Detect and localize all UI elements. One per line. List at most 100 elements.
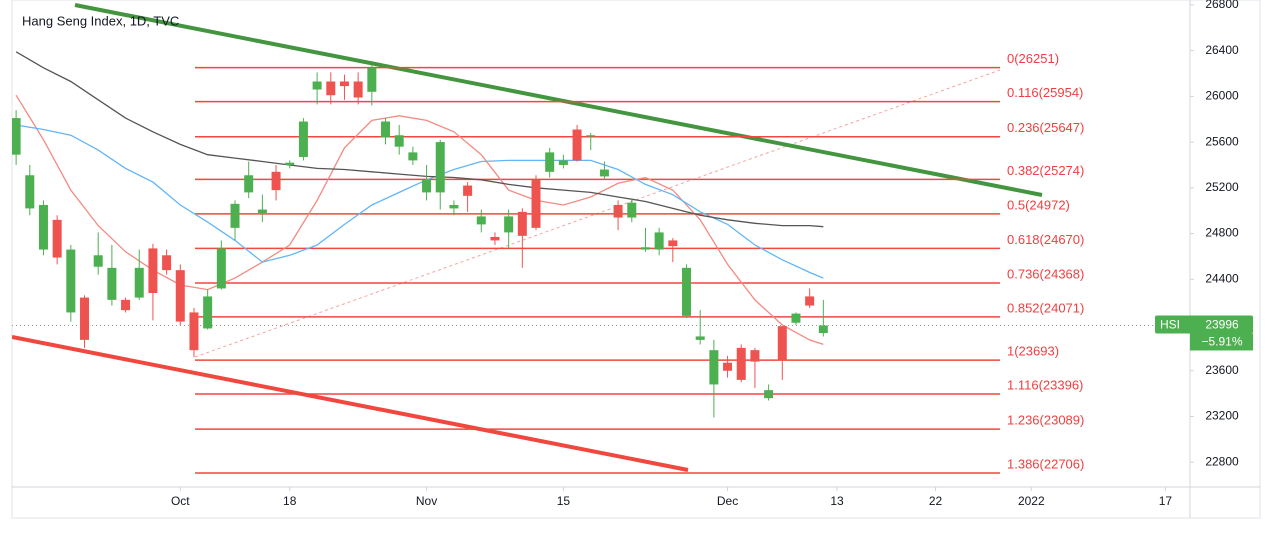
chart-frame — [11, 0, 1261, 519]
y-tick-label: 25200 — [1205, 180, 1239, 194]
candle-body — [613, 204, 623, 218]
candle-body — [422, 179, 432, 193]
x-tick-label: 13 — [830, 494, 844, 508]
change-label-box — [1190, 333, 1253, 351]
candle-body — [38, 204, 48, 250]
candle-body — [381, 121, 391, 138]
candle-body — [695, 336, 705, 340]
y-tick-label: 24800 — [1205, 226, 1239, 240]
candle-body — [791, 313, 801, 323]
candle-body — [367, 67, 377, 92]
candle-body — [490, 236, 500, 241]
fib-label: 0.236(25647) — [1007, 120, 1084, 135]
candle-body — [572, 129, 582, 161]
candle-body — [175, 270, 185, 322]
candle-body — [189, 312, 199, 351]
price-value: 23996 — [1205, 318, 1239, 332]
candle-body — [312, 81, 322, 90]
fib-label: 1.116(23396) — [1007, 377, 1083, 392]
price-label-box — [1155, 315, 1253, 334]
candle-body — [463, 185, 473, 196]
fib-label: 0.116(25954) — [1007, 85, 1083, 100]
resistance-trendline — [74, 3, 1043, 197]
support-trendline — [12, 335, 689, 472]
candle-body — [203, 296, 213, 329]
candle-body — [107, 267, 117, 300]
candle-body — [121, 299, 131, 311]
price-change: −5.91% — [1201, 335, 1242, 349]
x-tick-label: 18 — [283, 494, 297, 508]
candle-body — [134, 267, 144, 298]
candle-body — [723, 362, 733, 371]
candle-body — [271, 171, 281, 191]
fib-label: 0.618(24670) — [1007, 232, 1084, 247]
candle-body — [668, 240, 678, 247]
candle-body — [777, 326, 787, 361]
fib-label: 1(23693) — [1007, 344, 1059, 359]
x-tick-label: Dec — [717, 494, 738, 508]
y-tick-label: 23200 — [1205, 409, 1239, 423]
candle-body — [504, 216, 514, 233]
chart-title: Hang Seng Index, 1D, TVC — [22, 13, 179, 28]
y-tick-label: 26400 — [1205, 43, 1239, 57]
candle-body — [599, 169, 609, 177]
candle-body — [736, 347, 746, 380]
candle-body — [394, 135, 404, 147]
candle-body — [298, 121, 308, 157]
fib-label: 1.386(22706) — [1007, 456, 1084, 471]
candle-body — [257, 209, 267, 213]
fib-label: 0.736(24368) — [1007, 266, 1084, 281]
x-tick-label: 17 — [1159, 494, 1173, 508]
candle-body — [558, 160, 568, 165]
candle-body — [640, 247, 650, 250]
candle-body — [25, 175, 35, 209]
x-tick-label: 15 — [557, 494, 571, 508]
candle-body — [408, 152, 418, 161]
candle-body — [682, 267, 692, 316]
candle-body — [52, 219, 62, 258]
x-tick-label: Nov — [416, 494, 437, 508]
candle-body — [654, 232, 664, 250]
x-tick-label: 22 — [929, 494, 943, 508]
candle-body — [627, 202, 637, 218]
fib-label: 0.382(25274) — [1007, 163, 1084, 178]
fib-label: 0.5(24972) — [1007, 197, 1070, 212]
candle-body — [80, 297, 90, 340]
fib-label: 1.236(23089) — [1007, 413, 1084, 428]
candle-body — [244, 175, 254, 193]
candle-body — [162, 255, 172, 271]
x-tick-label: Oct — [171, 494, 190, 508]
plot-area — [12, 3, 1190, 474]
candle-body — [750, 350, 760, 362]
x-tick-label: 2022 — [1018, 494, 1045, 508]
price-symbol: HSI — [1160, 318, 1180, 332]
y-tick-label: 26800 — [1205, 0, 1239, 11]
candle-body — [476, 216, 486, 225]
candle-body — [545, 152, 555, 172]
candle-body — [66, 249, 76, 313]
candle-body — [586, 135, 596, 137]
y-tick-label: 22800 — [1205, 454, 1239, 468]
candle-body — [709, 350, 719, 385]
candle-body — [449, 204, 459, 209]
candle-body — [517, 211, 527, 236]
fib-label: 0(26251) — [1007, 51, 1059, 66]
candle-body — [531, 179, 541, 228]
candle-body — [148, 248, 158, 294]
y-tick-label: 24400 — [1205, 271, 1239, 285]
candle-body — [12, 118, 21, 155]
candle-body — [435, 142, 445, 193]
candle-body — [326, 81, 336, 96]
y-tick-label: 26000 — [1205, 89, 1239, 103]
y-tick-label: 23600 — [1205, 363, 1239, 377]
candle-body — [818, 325, 828, 334]
candle-body — [764, 390, 774, 399]
candle-body — [230, 203, 240, 228]
fib-label: 0.852(24071) — [1007, 300, 1084, 315]
candle-body — [805, 296, 815, 306]
candle-body — [93, 255, 103, 267]
y-tick-label: 25600 — [1205, 134, 1239, 148]
candle-body — [353, 81, 363, 98]
